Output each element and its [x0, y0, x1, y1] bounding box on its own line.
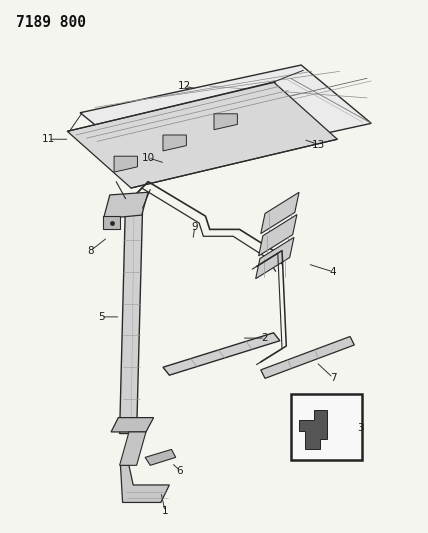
Text: 7189 800: 7189 800	[16, 14, 86, 30]
Polygon shape	[261, 336, 354, 378]
Text: 12: 12	[178, 81, 191, 91]
Polygon shape	[80, 65, 372, 171]
Text: 3: 3	[357, 423, 364, 433]
Polygon shape	[120, 465, 169, 503]
Bar	[291, 394, 362, 460]
Polygon shape	[119, 199, 143, 433]
Text: 9: 9	[192, 222, 198, 232]
Polygon shape	[163, 333, 280, 375]
Polygon shape	[163, 135, 186, 151]
Text: 13: 13	[312, 140, 325, 150]
Polygon shape	[111, 418, 154, 432]
Polygon shape	[114, 156, 137, 172]
Text: 2: 2	[262, 333, 268, 343]
Polygon shape	[145, 449, 176, 465]
Text: 6: 6	[177, 466, 183, 475]
Text: 4: 4	[330, 267, 336, 277]
Polygon shape	[67, 82, 337, 188]
Polygon shape	[299, 410, 327, 449]
Text: 7: 7	[330, 373, 336, 383]
Polygon shape	[104, 216, 120, 229]
Polygon shape	[119, 432, 146, 465]
Polygon shape	[256, 237, 294, 279]
Polygon shape	[104, 192, 148, 219]
Text: 10: 10	[142, 153, 155, 163]
Text: 5: 5	[98, 312, 104, 322]
Polygon shape	[259, 215, 297, 256]
Text: 8: 8	[87, 246, 94, 256]
Text: 11: 11	[42, 134, 55, 144]
Polygon shape	[261, 192, 299, 233]
Polygon shape	[214, 114, 238, 130]
Text: 1: 1	[162, 506, 168, 516]
